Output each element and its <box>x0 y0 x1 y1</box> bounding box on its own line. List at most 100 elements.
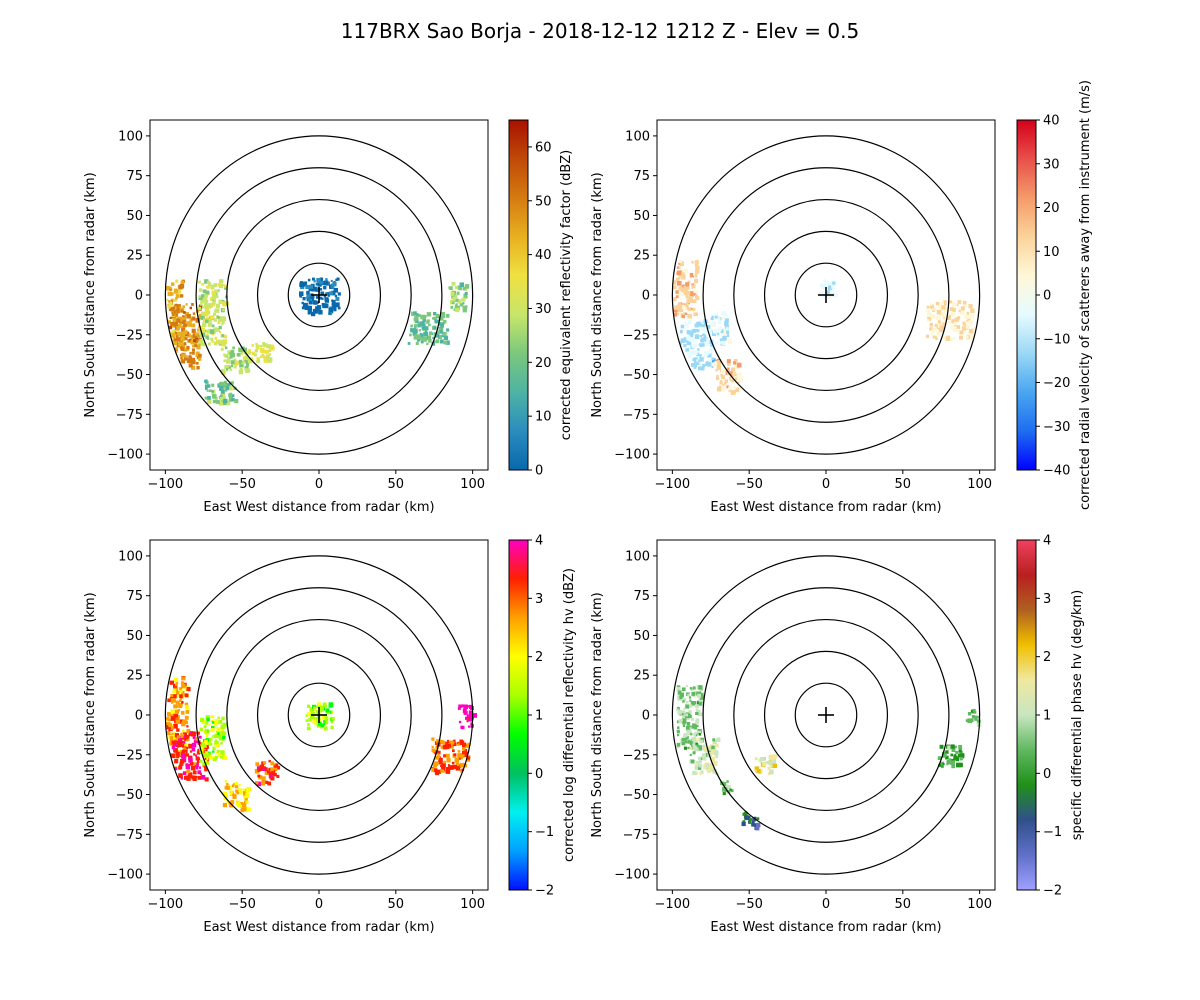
echo-cell <box>926 305 930 309</box>
echo-cell <box>211 715 215 718</box>
echo-cell <box>445 341 448 345</box>
echo-cell <box>676 729 680 733</box>
panel-velocity-echoes <box>672 259 976 395</box>
echo-cell <box>728 388 732 392</box>
echo-cell <box>970 718 974 723</box>
echo-cell <box>267 781 272 786</box>
echo-cell <box>175 751 180 756</box>
echo-cell <box>755 826 760 831</box>
echo-cell <box>942 335 946 340</box>
y-tick-label: 50 <box>126 209 143 224</box>
echo-cell <box>450 291 455 296</box>
echo-cell <box>696 321 699 325</box>
echo-cell <box>721 388 725 392</box>
echo-cell <box>680 272 685 277</box>
y-tick-label: 75 <box>126 589 143 604</box>
echo-cell <box>689 292 694 298</box>
echo-cell <box>205 335 209 339</box>
echo-cell <box>672 297 677 301</box>
echo-cell <box>223 756 228 760</box>
echo-cell <box>171 324 175 328</box>
echo-cell <box>221 320 225 324</box>
echo-cell <box>276 774 280 778</box>
echo-cell <box>217 716 220 719</box>
echo-cell <box>415 334 421 340</box>
echo-cell <box>674 305 679 310</box>
echo-cell <box>446 758 451 763</box>
echo-cell <box>328 312 331 315</box>
echo-cell <box>314 717 319 722</box>
panel-reflectivity-xlabel: East West distance from radar (km) <box>203 500 434 515</box>
echo-cell <box>683 344 687 348</box>
echo-cell <box>221 342 226 347</box>
echo-cell <box>186 346 190 350</box>
echo-cell <box>218 317 222 322</box>
echo-cell <box>958 307 963 312</box>
echo-cell <box>220 347 224 351</box>
echo-cell <box>172 306 176 310</box>
echo-region <box>431 737 471 776</box>
echo-cell <box>329 716 332 719</box>
echo-cell <box>192 333 198 338</box>
echo-cell <box>179 284 185 289</box>
echo-cell <box>460 725 464 729</box>
echo-cell <box>246 793 250 798</box>
y-tick-label: −100 <box>107 448 143 463</box>
echo-cell <box>450 305 454 309</box>
echo-cell <box>222 302 227 307</box>
echo-cell <box>707 769 711 773</box>
echo-cell <box>216 731 219 734</box>
echo-cell <box>247 358 253 364</box>
colorbar-tick-label: 30 <box>535 302 552 317</box>
echo-cell <box>830 289 835 294</box>
echo-cell <box>466 756 471 760</box>
echo-cell <box>181 359 186 364</box>
echo-cell <box>762 761 767 766</box>
echo-cell <box>712 769 717 774</box>
echo-cell <box>202 746 207 751</box>
echo-cell <box>705 342 709 347</box>
echo-cell <box>264 770 270 775</box>
echo-cell <box>690 759 695 764</box>
echo-cell <box>734 377 738 381</box>
echo-region <box>299 277 341 317</box>
echo-cell <box>733 359 738 363</box>
echo-cell <box>948 758 952 761</box>
echo-cell <box>215 744 219 748</box>
echo-cell <box>680 287 686 292</box>
echo-cell <box>678 269 681 272</box>
echo-cell <box>309 294 312 297</box>
echo-cell <box>679 342 682 345</box>
echo-cell <box>201 332 206 337</box>
echo-cell <box>195 361 199 365</box>
echo-cell <box>462 305 468 311</box>
echo-cell <box>229 792 233 796</box>
echo-cell <box>260 781 266 786</box>
echo-cell <box>206 717 210 722</box>
echo-cell <box>694 263 699 267</box>
echo-cell <box>332 293 335 296</box>
echo-cell <box>959 750 963 755</box>
echo-cell <box>217 749 220 753</box>
echo-cell <box>180 732 183 735</box>
echo-cell <box>188 363 193 368</box>
echo-cell <box>744 815 749 821</box>
echo-cell <box>319 288 323 291</box>
echo-cell <box>733 373 736 376</box>
echo-cell <box>763 765 766 768</box>
echo-cell <box>315 709 318 712</box>
echo-cell <box>936 326 940 330</box>
echo-cell <box>693 360 697 364</box>
echo-cell <box>964 304 967 308</box>
echo-cell <box>697 354 702 359</box>
echo-cell <box>181 700 184 704</box>
echo-cell <box>330 283 335 288</box>
echo-cell <box>178 324 182 328</box>
echo-cell <box>259 764 264 770</box>
echo-cell <box>453 753 457 757</box>
echo-cell <box>257 774 261 778</box>
echo-cell <box>675 290 679 294</box>
echo-cell <box>199 744 204 749</box>
echo-cell <box>196 731 200 735</box>
echo-cell <box>175 681 179 685</box>
